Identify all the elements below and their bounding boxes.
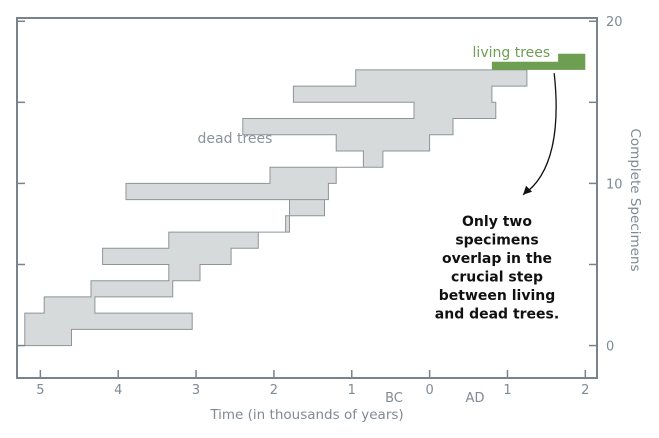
x-tick-label: 2 [581, 383, 589, 398]
plot-frame [16, 17, 598, 379]
annotation-arrow [522, 73, 557, 196]
x-axis-title: Time (in thousands of years) [209, 407, 403, 423]
annotation-note-line: and dead trees. [435, 307, 559, 323]
series-living-trees [491, 53, 586, 70]
x-tick-label: 1 [348, 383, 356, 398]
x-tick-label: 0 [425, 383, 433, 398]
annotation-note-line: Only two [462, 214, 532, 230]
series-dead-trees [24, 69, 528, 347]
annotation-arrowhead [523, 185, 533, 195]
annotation-layer: dead trees living trees Only two specimens o… [198, 45, 560, 323]
x-tick-label: 3 [192, 383, 200, 398]
annotation-note-line: overlap in the [442, 251, 552, 267]
y-axis-title: Complete Specimens [627, 128, 643, 271]
era-label-bc: BC [385, 391, 403, 406]
x-axis: 5 4 3 2 1 0 1 2 [36, 370, 589, 398]
series-layer [24, 53, 586, 347]
x-tick-label: 5 [36, 383, 44, 398]
x-tick-label: 2 [270, 383, 278, 398]
annotation-note-line: between living [439, 288, 555, 304]
dead-trees-label: dead trees [198, 131, 273, 147]
living-trees-label: living trees [473, 45, 551, 61]
y-tick-label: 20 [606, 15, 623, 30]
x-tick-label: 4 [114, 383, 122, 398]
y-tick-label: 10 [606, 177, 623, 192]
x-tick-label: 1 [503, 383, 511, 398]
y-tick-label: 0 [606, 340, 614, 355]
y-axis: 0 10 20 [17, 15, 623, 355]
era-label-ad: AD [466, 391, 485, 406]
annotation-note-line: specimens [455, 233, 538, 249]
annotation-note-line: crucial step [451, 270, 543, 286]
